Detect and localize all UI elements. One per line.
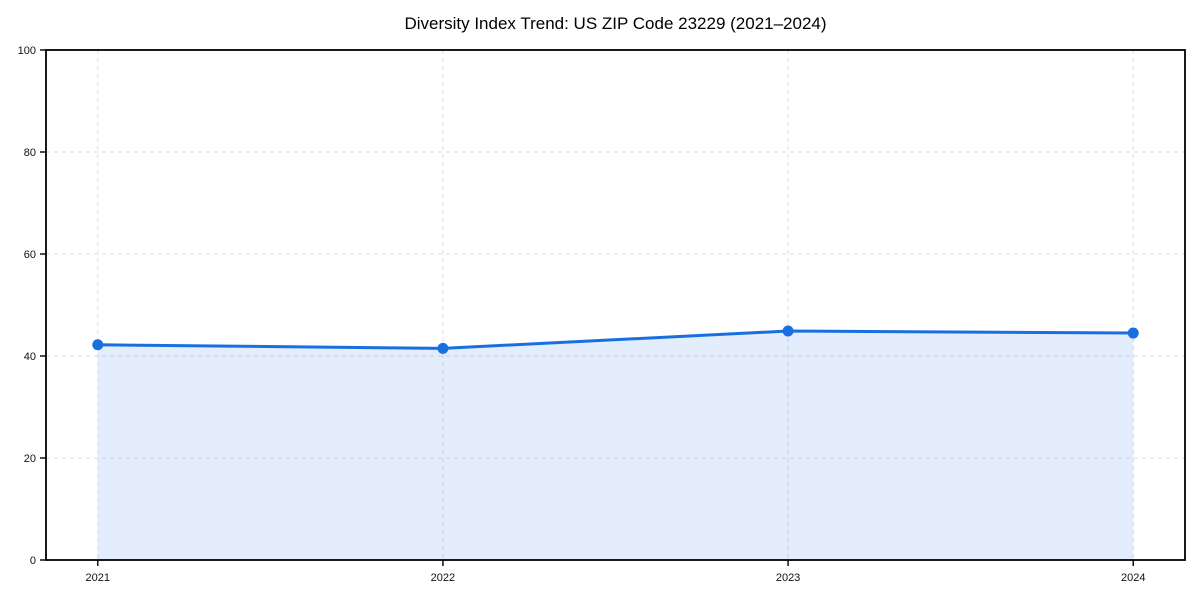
trend-line	[96, 329, 1135, 350]
x-tick-label: 2021	[86, 572, 110, 584]
y-tick-label: 80	[24, 147, 36, 159]
chart-title: Diversity Index Trend: US ZIP Code 23229…	[404, 14, 826, 33]
data-point-2023	[782, 325, 794, 337]
x-tick-label: 2024	[1121, 572, 1145, 584]
y-tick-label: 40	[24, 351, 36, 363]
y-tick-label: 20	[24, 453, 36, 465]
y-tick-label: 0	[30, 555, 36, 567]
y-tick-label: 60	[24, 249, 36, 261]
x-tick-label: 2023	[776, 572, 800, 584]
x-tick-label: 2022	[431, 572, 455, 584]
data-point-2021	[92, 339, 104, 351]
data-point-2024	[1127, 327, 1139, 339]
y-tick-label: 100	[18, 45, 36, 57]
plot-border	[45, 49, 1186, 561]
area-fill	[97, 331, 1134, 560]
data-point-2022	[437, 342, 449, 354]
